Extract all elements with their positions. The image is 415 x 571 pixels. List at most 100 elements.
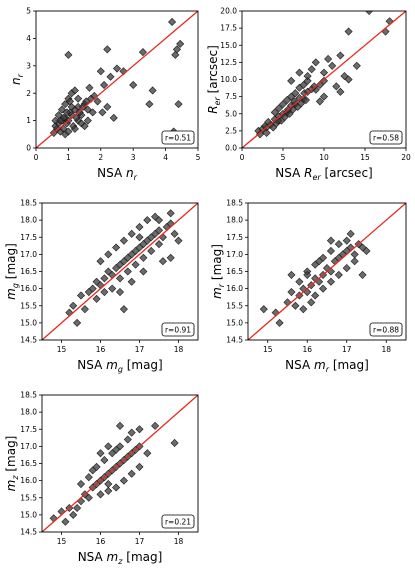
x-axis-label: NSA mr [mag]: [285, 358, 369, 374]
data-point: [328, 61, 337, 70]
x-tick-label: 16: [96, 537, 106, 546]
data-point: [104, 250, 113, 259]
data-point: [80, 122, 89, 131]
plot-area: [42, 395, 198, 532]
y-tick-label: 18.0: [226, 216, 243, 225]
data-point: [170, 438, 179, 447]
data-point: [143, 449, 152, 458]
data-point: [307, 298, 316, 307]
one-to-one-line: [36, 11, 198, 148]
data-point: [299, 305, 308, 314]
y-tick-label: 18.5: [20, 199, 37, 208]
x-tick-label: 18: [381, 345, 391, 354]
y-tick-label: 7.5: [225, 92, 237, 101]
x-tick-label: 17: [135, 537, 145, 546]
data-point: [59, 113, 68, 122]
y-tick-label: 5: [26, 7, 31, 16]
data-point: [291, 301, 300, 310]
data-point: [385, 17, 394, 26]
data-point: [319, 253, 328, 262]
data-point: [92, 462, 101, 471]
y-tick-label: 3: [26, 61, 31, 70]
correlation-box: [161, 322, 195, 337]
x-tick-label: 5: [281, 153, 286, 162]
data-point: [109, 113, 118, 122]
y-tick-label: 15.0: [20, 510, 37, 519]
data-point: [139, 253, 148, 262]
x-tick-label: 16: [302, 345, 312, 354]
data-point: [135, 222, 144, 231]
data-point: [100, 456, 109, 465]
data-point: [158, 257, 167, 266]
scatter-panel-5: 15 16 17 18 14.5 15.0 15.5 16.0 16.5 17.0 17.5 18.0…: [4, 391, 199, 566]
data-point: [158, 233, 167, 242]
x-tick-label: 0: [34, 153, 39, 162]
x-axis-label: NSA mz [mag]: [78, 550, 163, 566]
y-tick-label: 15.0: [20, 318, 37, 327]
data-point: [100, 274, 109, 283]
data-point: [96, 449, 105, 458]
data-point: [295, 277, 304, 286]
y-tick-label: 10.0: [220, 75, 237, 84]
scatter-panel-4: 15 16 17 18 14.5 15.0 15.5 16.0 16.5 17.0 17.5 18.0…: [210, 199, 407, 374]
data-point: [49, 514, 58, 523]
data-point: [350, 257, 359, 266]
data-point: [154, 216, 164, 225]
data-point: [98, 108, 107, 117]
data-point: [148, 86, 157, 95]
x-tick-label: 18: [174, 345, 184, 354]
y-tick-label: 15.0: [220, 41, 237, 50]
data-point: [135, 462, 144, 471]
y-tick-label: 0: [26, 144, 31, 153]
y-tick-label: 20.0: [220, 7, 237, 16]
data-point: [84, 473, 93, 482]
y-tick-label: 18.5: [226, 199, 243, 208]
data-point: [72, 113, 81, 122]
data-point: [315, 80, 324, 90]
data-point: [73, 318, 82, 327]
y-axis-label: nr: [9, 73, 25, 85]
x-tick-label: 15: [360, 153, 370, 162]
data-point: [96, 490, 105, 499]
data-point: [77, 119, 86, 128]
y-axis-label: mg [mag]: [4, 243, 20, 300]
data-point: [69, 510, 78, 519]
data-point: [127, 428, 136, 437]
data-point: [74, 94, 83, 103]
data-point: [358, 270, 367, 279]
data-point: [259, 305, 268, 314]
data-point: [319, 92, 329, 101]
data-point: [100, 288, 109, 297]
data-point: [147, 246, 156, 255]
y-tick-label: 17.5: [226, 233, 243, 242]
data-point: [100, 80, 109, 90]
data-point: [334, 270, 343, 279]
x-axis-label: NSA nr: [97, 166, 137, 182]
y-axis-label: mr [mag]: [210, 244, 226, 299]
data-point: [127, 229, 136, 238]
data-point: [344, 27, 353, 36]
data-point: [139, 267, 148, 276]
data-point: [170, 229, 179, 238]
data-point: [334, 240, 343, 249]
data-point: [262, 128, 271, 137]
data-point: [381, 27, 390, 36]
y-tick-label: 18.0: [20, 408, 37, 417]
data-point: [115, 274, 125, 283]
y-tick-label: 16.0: [20, 476, 37, 485]
data-point: [172, 45, 181, 54]
data-point: [319, 76, 329, 85]
data-point: [138, 48, 147, 57]
x-tick-label: 1: [66, 153, 71, 162]
data-point: [319, 68, 329, 77]
data-point: [352, 61, 361, 70]
data-point: [64, 50, 73, 59]
data-point: [106, 72, 115, 81]
data-point: [76, 291, 86, 300]
one-to-one-line: [42, 203, 198, 340]
data-point: [93, 97, 102, 106]
correlation-box: [369, 322, 403, 337]
data-point: [168, 17, 177, 26]
data-point: [283, 298, 292, 307]
